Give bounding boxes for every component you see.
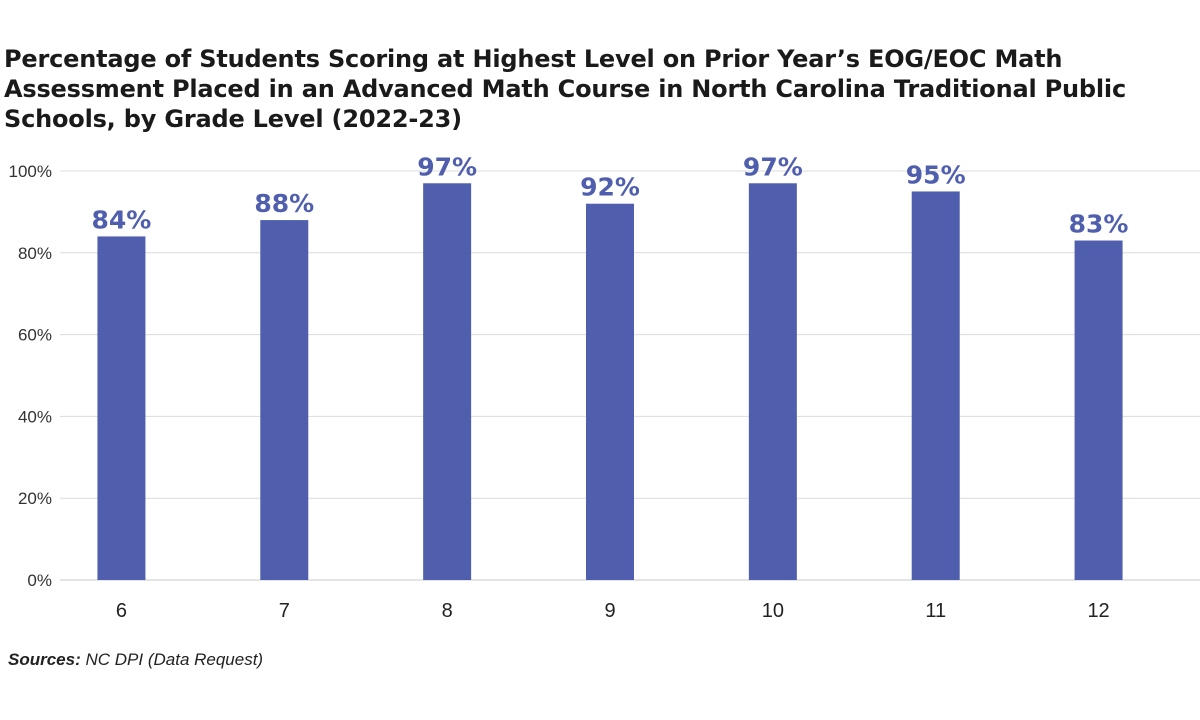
y-tick-label: 100% bbox=[9, 162, 52, 181]
bar-grade-7 bbox=[260, 220, 309, 580]
y-axis-ticks: 0% 20% 40% 60% 80% 100% bbox=[9, 162, 52, 590]
data-label: 83% bbox=[1069, 210, 1129, 239]
data-label: 97% bbox=[743, 152, 803, 181]
x-axis-ticks: 6 7 8 9 10 11 12 bbox=[116, 600, 1110, 622]
data-label: 97% bbox=[417, 152, 477, 181]
x-tick-label: 9 bbox=[604, 600, 615, 622]
y-tick-label: 40% bbox=[18, 407, 52, 426]
chart-title: Percentage of Students Scoring at Highes… bbox=[4, 45, 1126, 133]
data-label: 92% bbox=[580, 173, 640, 202]
x-tick-label: 10 bbox=[762, 600, 784, 622]
source-text: NC DPI (Data Request) bbox=[85, 650, 264, 669]
bar-grade-6 bbox=[97, 236, 146, 580]
data-label: 95% bbox=[906, 160, 966, 189]
bar-grade-8 bbox=[423, 183, 472, 580]
bar-grade-9 bbox=[586, 203, 634, 580]
x-tick-label: 8 bbox=[442, 600, 453, 622]
x-tick-label: 11 bbox=[925, 600, 946, 622]
source-label: Sources: bbox=[8, 650, 81, 669]
y-tick-label: 0% bbox=[27, 571, 52, 590]
x-tick-label: 12 bbox=[1087, 600, 1109, 622]
y-tick-label: 80% bbox=[18, 244, 52, 263]
bar-grade-10 bbox=[748, 183, 797, 580]
data-label: 84% bbox=[92, 205, 152, 234]
bar-grade-11 bbox=[911, 191, 960, 580]
y-tick-label: 20% bbox=[18, 489, 52, 508]
bar-grade-12 bbox=[1074, 240, 1123, 580]
source-note: Sources: NC DPI (Data Request) bbox=[8, 650, 263, 670]
x-tick-label: 6 bbox=[116, 600, 127, 622]
data-label: 88% bbox=[254, 189, 314, 218]
x-tick-label: 7 bbox=[279, 600, 290, 622]
bars bbox=[97, 183, 1123, 580]
data-labels: 84% 88% 97% 92% 97% 95% 83% bbox=[92, 152, 1129, 238]
y-tick-label: 60% bbox=[18, 326, 52, 345]
